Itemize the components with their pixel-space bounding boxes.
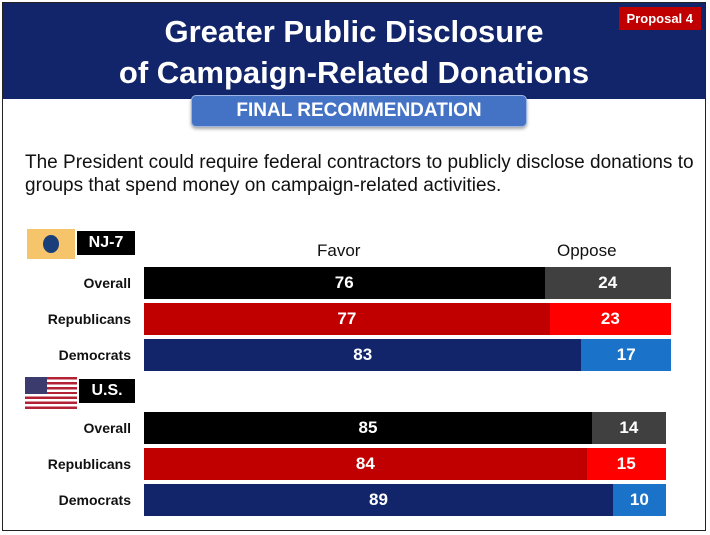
bar-oppose: 10 (613, 484, 666, 516)
header-banner: Greater Public Disclosure of Campaign-Re… (3, 3, 705, 99)
row-label: Democrats (58, 492, 131, 508)
legend-oppose: Oppose (557, 241, 617, 260)
row-label: Overall (83, 420, 131, 436)
proposal-description: The President could require federal cont… (25, 152, 694, 196)
title-line-2: of Campaign-Related Donations (118, 55, 590, 90)
bar-oppose: 23 (549, 303, 671, 335)
legend-favor: Favor (317, 241, 361, 260)
row-label: Overall (83, 275, 131, 291)
bar-favor: 89 (144, 484, 614, 516)
title-line-1: Greater Public Disclosure (164, 14, 544, 49)
proposal-badge: Proposal 4 (618, 7, 701, 30)
final-recommendation-banner: FINAL RECOMMENDATION (191, 95, 527, 127)
page-title: Greater Public Disclosure of Campaign-Re… (3, 11, 705, 93)
new-jersey-flag-icon (27, 229, 75, 259)
region-label-nj7: NJ-7 (77, 231, 135, 255)
bar-oppose: 14 (591, 412, 666, 444)
bar-favor: 83 (144, 339, 582, 371)
region-label-us: U.S. (79, 379, 135, 403)
bar-oppose: 15 (586, 448, 666, 480)
bar-favor: 85 (144, 412, 592, 444)
row-label: Republicans (47, 311, 131, 327)
bar-favor: 84 (144, 448, 587, 480)
bar-oppose: 24 (544, 267, 671, 299)
bar-favor: 76 (144, 267, 545, 299)
row-label: Republicans (47, 456, 131, 472)
bar-favor: 77 (144, 303, 550, 335)
row-label: Democrats (58, 347, 131, 363)
us-flag-icon (25, 377, 77, 409)
bar-oppose: 17 (581, 339, 671, 371)
